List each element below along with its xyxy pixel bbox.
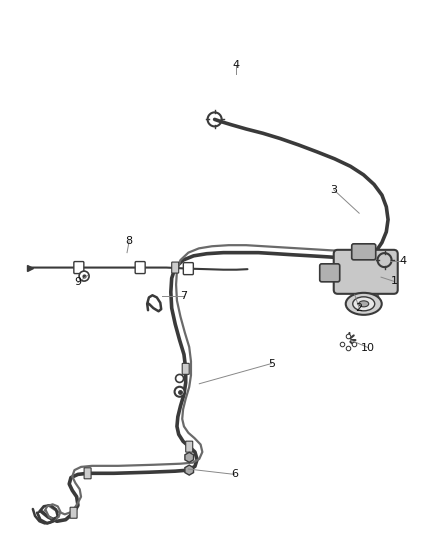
FancyBboxPatch shape — [352, 244, 376, 260]
Text: 1: 1 — [391, 277, 398, 286]
FancyArrowPatch shape — [350, 335, 354, 338]
FancyBboxPatch shape — [184, 263, 193, 274]
Text: 10: 10 — [361, 343, 375, 352]
Circle shape — [79, 271, 89, 281]
Circle shape — [175, 387, 184, 397]
Text: 9: 9 — [74, 278, 81, 287]
Text: 4: 4 — [232, 60, 239, 70]
Ellipse shape — [346, 293, 382, 315]
FancyBboxPatch shape — [74, 262, 84, 273]
Text: 5: 5 — [268, 359, 275, 368]
FancyBboxPatch shape — [186, 441, 193, 452]
Text: 4: 4 — [399, 256, 406, 266]
Text: 2: 2 — [356, 303, 363, 313]
Ellipse shape — [359, 301, 369, 307]
FancyArrowPatch shape — [349, 333, 350, 337]
FancyBboxPatch shape — [84, 468, 91, 479]
FancyBboxPatch shape — [172, 262, 179, 273]
FancyBboxPatch shape — [182, 364, 189, 374]
Ellipse shape — [353, 297, 375, 311]
FancyBboxPatch shape — [70, 507, 77, 518]
Text: 8: 8 — [126, 236, 133, 246]
FancyBboxPatch shape — [334, 250, 398, 294]
Text: 7: 7 — [180, 292, 187, 301]
FancyArrowPatch shape — [350, 342, 354, 345]
FancyBboxPatch shape — [135, 262, 145, 273]
Text: 6: 6 — [231, 470, 238, 479]
Text: 3: 3 — [330, 185, 337, 195]
Circle shape — [176, 374, 184, 383]
FancyBboxPatch shape — [320, 264, 340, 282]
